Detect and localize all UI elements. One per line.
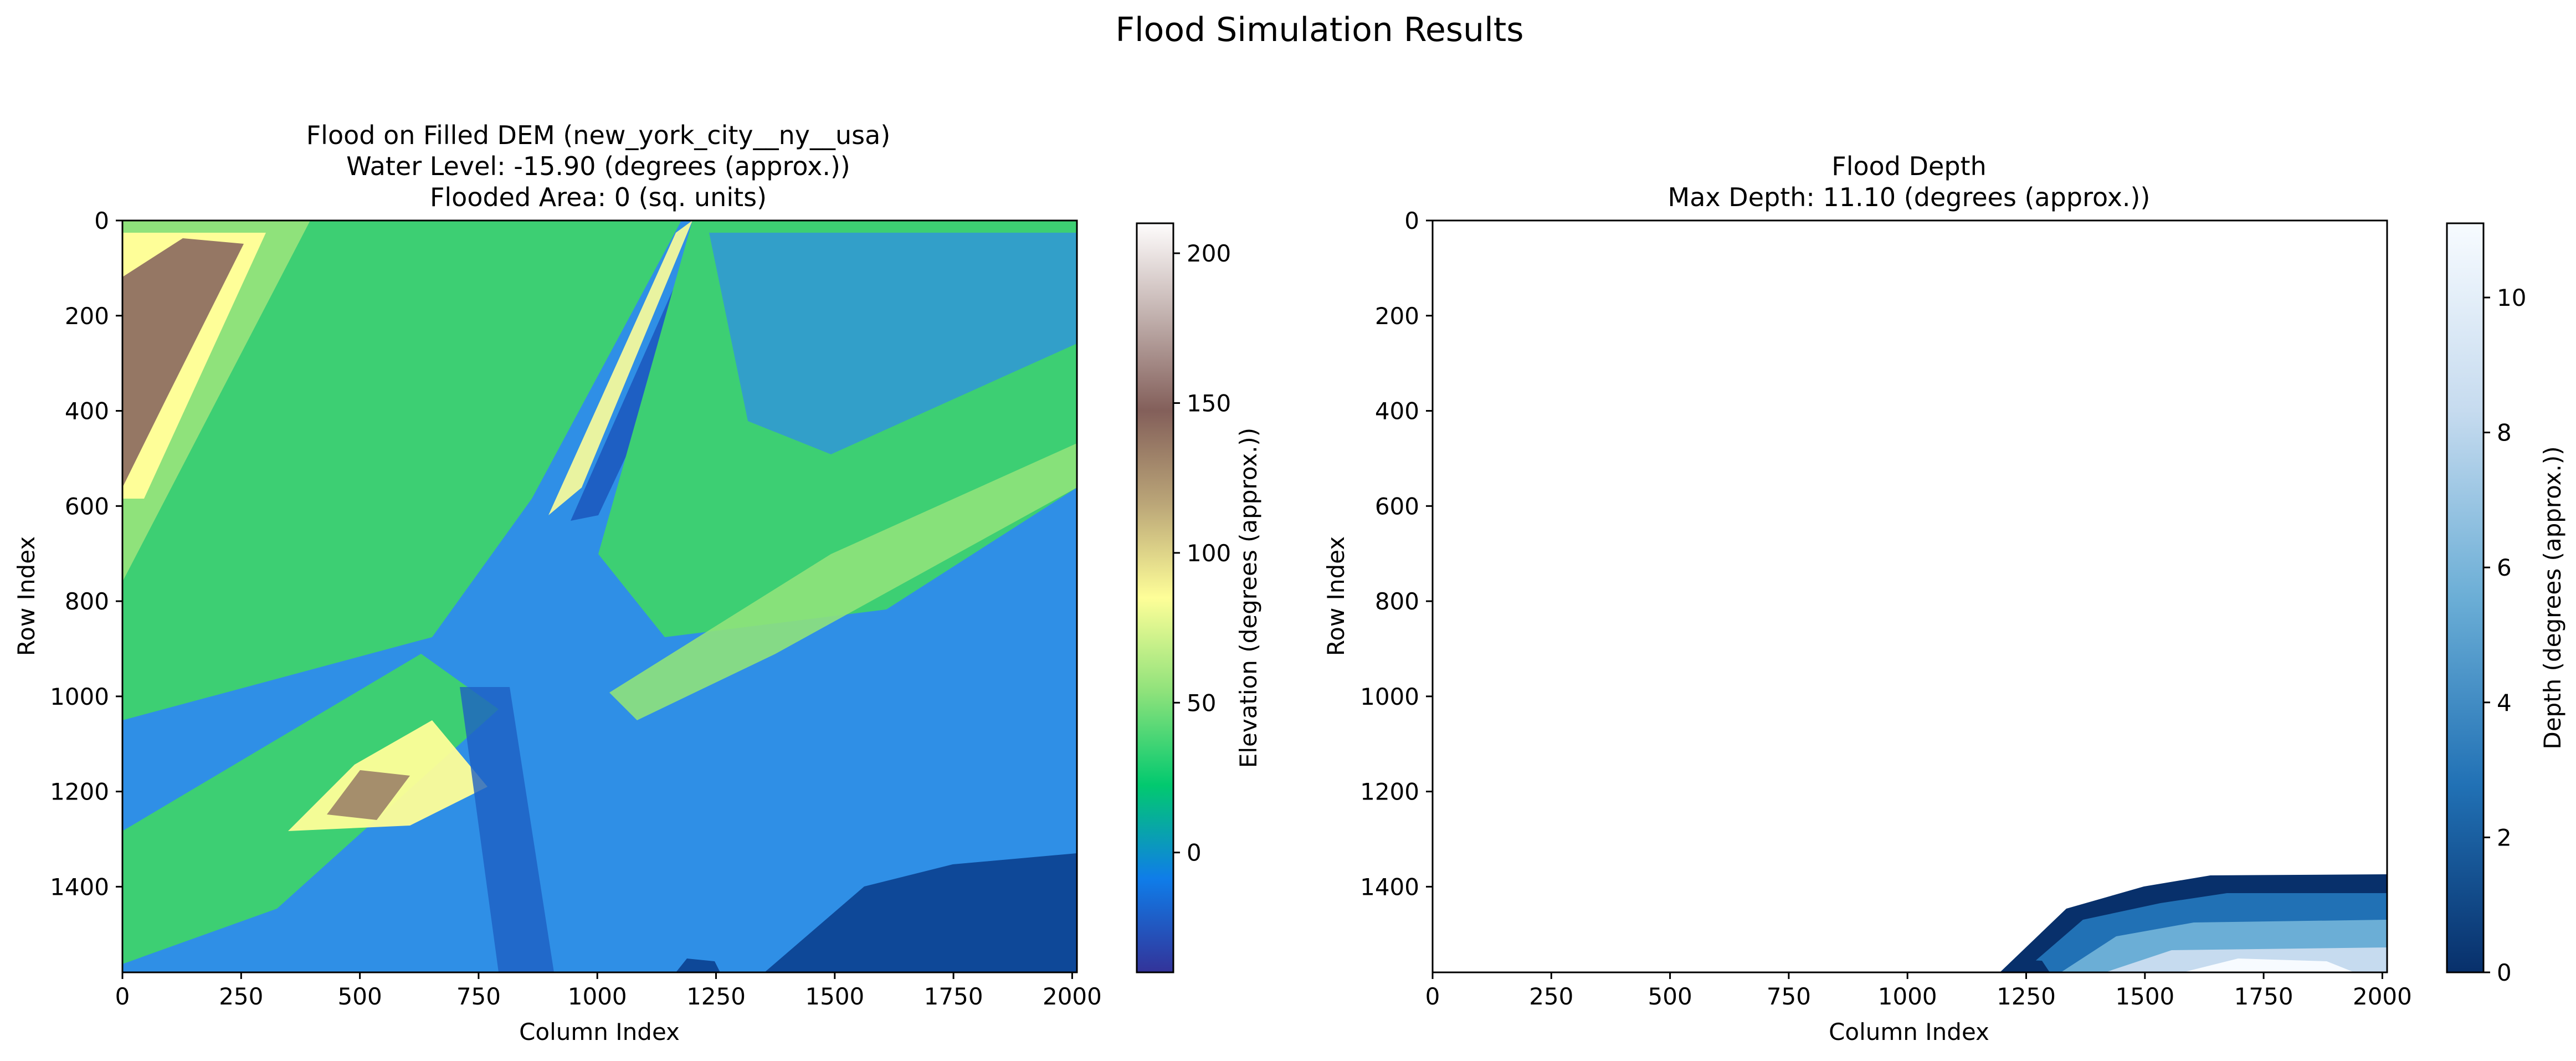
y-tick-label: 1200 xyxy=(50,778,109,806)
y-tick-label: 0 xyxy=(94,207,109,234)
panel-filled-dem: Flood on Filled DEM (new_york_city__ny__… xyxy=(13,120,1262,1045)
colorbar-tick-label: 150 xyxy=(1187,389,1231,417)
y-tick-label: 0 xyxy=(1404,207,1419,234)
colorbar-tick-label: 100 xyxy=(1187,540,1231,567)
y-tick-label: 200 xyxy=(65,303,109,330)
right-y-axis-label: Row Index xyxy=(1322,536,1349,656)
depth-band-4 xyxy=(2183,959,2354,972)
x-tick-label: 750 xyxy=(1767,983,1811,1010)
island-ridge xyxy=(609,443,1077,720)
left-y-axis-label: Row Index xyxy=(13,536,40,656)
left-x-axis-label: Column Index xyxy=(519,1018,680,1045)
y-tick-label: 600 xyxy=(1375,493,1419,520)
narrows-channel xyxy=(460,687,554,972)
flood-depth-map xyxy=(2000,874,2387,972)
y-tick-label: 600 xyxy=(65,493,109,520)
manhattan-ridge xyxy=(548,221,692,515)
elevation-colorbar-label: Elevation (degrees (approx.)) xyxy=(1235,428,1262,768)
x-tick-label: 1250 xyxy=(686,983,746,1010)
x-tick-label: 250 xyxy=(219,983,263,1010)
x-tick-label: 0 xyxy=(115,983,130,1010)
y-tick-label: 1000 xyxy=(1360,683,1419,710)
x-tick-label: 1750 xyxy=(924,983,983,1010)
x-tick-label: 500 xyxy=(1648,983,1692,1010)
x-tick-label: 1500 xyxy=(2115,983,2174,1010)
x-tick-label: 500 xyxy=(338,983,382,1010)
colorbar-tick-label: 200 xyxy=(1187,240,1231,267)
depth-colorbar-label: Depth (degrees (approx.)) xyxy=(2539,446,2566,749)
colorbar-tick-label: 8 xyxy=(2497,419,2512,447)
depth-inlet-patch xyxy=(2010,960,2050,972)
x-tick-label: 750 xyxy=(456,983,501,1010)
depth-axes-background xyxy=(1433,221,2387,972)
y-tick-label: 1400 xyxy=(1360,873,1419,900)
y-tick-label: 200 xyxy=(1375,303,1419,330)
x-tick-label: 2000 xyxy=(2353,983,2412,1010)
upland-north-west xyxy=(122,221,681,720)
elevation-map xyxy=(122,221,1077,972)
right-x-axis-label: Column Index xyxy=(1829,1018,1989,1045)
y-tick-label: 1000 xyxy=(50,683,109,710)
colorbar-tick-label: 50 xyxy=(1187,689,1216,716)
x-tick-label: 1250 xyxy=(1997,983,2056,1010)
left-y-axis: 0 200 400 600 800 1000 1200 1400 xyxy=(50,207,122,900)
x-tick-label: 0 xyxy=(1425,983,1440,1010)
colorbar-tick-label: 4 xyxy=(2497,689,2512,716)
summit-north-west xyxy=(122,238,244,488)
left-title-line-3: Flooded Area: 0 (sq. units) xyxy=(430,182,767,212)
right-title-line-1: Flood Depth xyxy=(1831,151,1986,181)
depth-colorbar xyxy=(2446,222,2485,973)
figure-suptitle: Flood Simulation Results xyxy=(1115,11,1523,49)
y-tick-label: 1200 xyxy=(1360,778,1419,806)
depth-colorbar-ticks: 0 2 4 6 8 10 xyxy=(2483,284,2526,986)
colorbar-tick-label: 10 xyxy=(2497,284,2526,311)
colorbar-tick-label: 6 xyxy=(2497,554,2512,581)
y-tick-label: 400 xyxy=(65,398,109,425)
left-title-line-2: Water Level: -15.90 (degrees (approx.)) xyxy=(346,151,850,181)
panel-flood-depth: Flood Depth Max Depth: 11.10 (degrees (a… xyxy=(1322,151,2566,1045)
x-tick-label: 1000 xyxy=(568,983,627,1010)
y-tick-label: 1400 xyxy=(50,873,109,900)
elevation-colorbar xyxy=(1136,222,1174,973)
x-tick-label: 1500 xyxy=(805,983,864,1010)
left-x-axis: 0 250 500 750 1000 1250 1500 1750 2000 xyxy=(115,972,1102,1010)
x-tick-label: 1750 xyxy=(2234,983,2293,1010)
bay-east xyxy=(709,233,1077,454)
left-axes-frame xyxy=(121,219,1078,973)
elevation-colorbar-ticks: 0 50 100 150 200 xyxy=(1173,240,1231,867)
inlet-water xyxy=(676,959,720,972)
x-tick-label: 250 xyxy=(1529,983,1573,1010)
right-axes-frame xyxy=(1431,219,2388,973)
open-ocean xyxy=(764,853,1077,972)
y-tick-label: 400 xyxy=(1375,398,1419,425)
right-title-line-2: Max Depth: 11.10 (degrees (approx.)) xyxy=(1668,182,2151,212)
y-tick-label: 800 xyxy=(1375,588,1419,615)
colorbar-tick-label: 0 xyxy=(1187,839,1202,867)
colorbar-tick-label: 2 xyxy=(2497,824,2512,851)
y-tick-label: 800 xyxy=(65,588,109,615)
x-tick-label: 2000 xyxy=(1043,983,1102,1010)
summit-south-west xyxy=(327,770,410,820)
right-y-axis: 0 200 400 600 800 1000 1200 1400 xyxy=(1360,207,1433,900)
colorbar-tick-label: 0 xyxy=(2497,959,2512,986)
x-tick-label: 1000 xyxy=(1878,983,1937,1010)
right-x-axis: 0 250 500 750 1000 1250 1500 1750 2000 xyxy=(1425,972,2412,1010)
left-title-line-1: Flood on Filled DEM (new_york_city__ny__… xyxy=(306,120,891,150)
